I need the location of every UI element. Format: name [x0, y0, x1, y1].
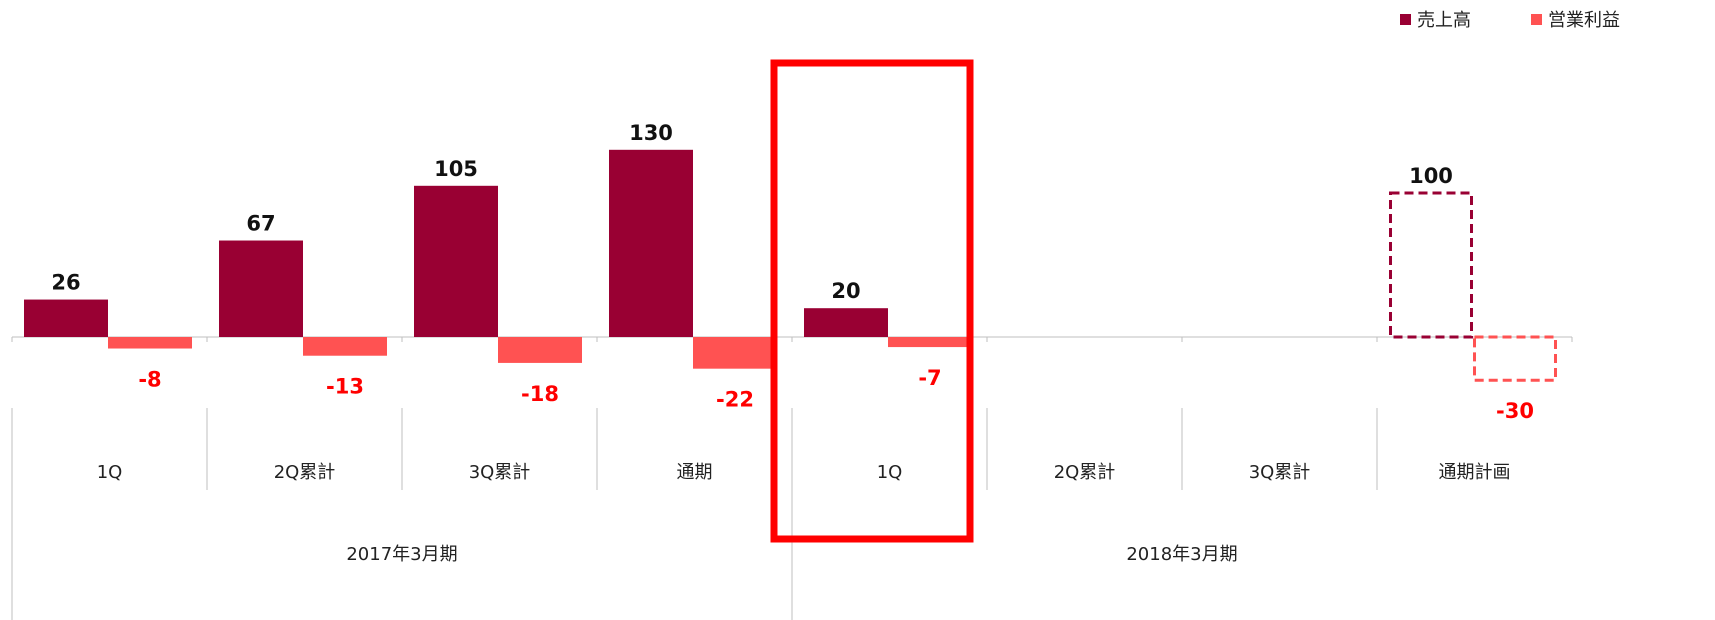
category-label: 2Q累計	[1054, 462, 1116, 483]
operating-profit-value-label: -13	[326, 375, 364, 399]
operating-profit-bar	[888, 337, 972, 348]
operating-profit-value-label: -8	[138, 368, 161, 392]
category-label: 通期	[677, 462, 713, 483]
category-label: 1Q	[877, 462, 903, 483]
operating-profit-bar	[1473, 335, 1557, 382]
legend-swatch-sales	[1400, 13, 1411, 25]
group-label: 2018年3月期	[1126, 544, 1237, 565]
legend: 売上高 営業利益	[1400, 6, 1620, 32]
sales-bar	[804, 308, 888, 337]
sales-bar	[1389, 191, 1473, 339]
legend-item-sales: 売上高	[1400, 6, 1471, 32]
sales-bar	[24, 299, 108, 337]
operating-profit-bar	[693, 337, 777, 369]
category-label: 3Q累計	[1249, 462, 1311, 483]
legend-label-sales: 売上高	[1417, 10, 1471, 31]
sales-value-label: 20	[831, 279, 860, 303]
category-label: 通期計画	[1439, 462, 1511, 483]
sales-value-label: 100	[1409, 164, 1453, 188]
sales-bar	[414, 185, 498, 337]
sales-value-label: 26	[51, 271, 80, 295]
operating-profit-bar	[498, 337, 582, 363]
operating-profit-value-label: -7	[918, 366, 941, 390]
operating-profit-value-label: -22	[716, 388, 754, 412]
sales-bar	[609, 149, 693, 337]
sales-bar	[219, 240, 303, 337]
legend-item-operating-profit: 営業利益	[1531, 6, 1620, 32]
operating-profit-value-label: -30	[1496, 399, 1534, 423]
operating-profit-bar	[303, 337, 387, 356]
category-label: 3Q累計	[469, 462, 531, 483]
category-label: 1Q	[97, 462, 123, 483]
highlight-box	[770, 59, 974, 543]
operating-profit-value-label: -18	[521, 382, 559, 406]
operating-profit-bar	[108, 337, 192, 349]
sales-value-label: 130	[629, 121, 673, 145]
legend-label-operating-profit: 営業利益	[1548, 10, 1620, 31]
legend-swatch-operating-profit	[1531, 13, 1542, 25]
group-label: 2017年3月期	[346, 544, 457, 565]
sales-value-label: 105	[434, 157, 478, 181]
category-label: 2Q累計	[274, 462, 336, 483]
sales-value-label: 67	[246, 212, 275, 236]
